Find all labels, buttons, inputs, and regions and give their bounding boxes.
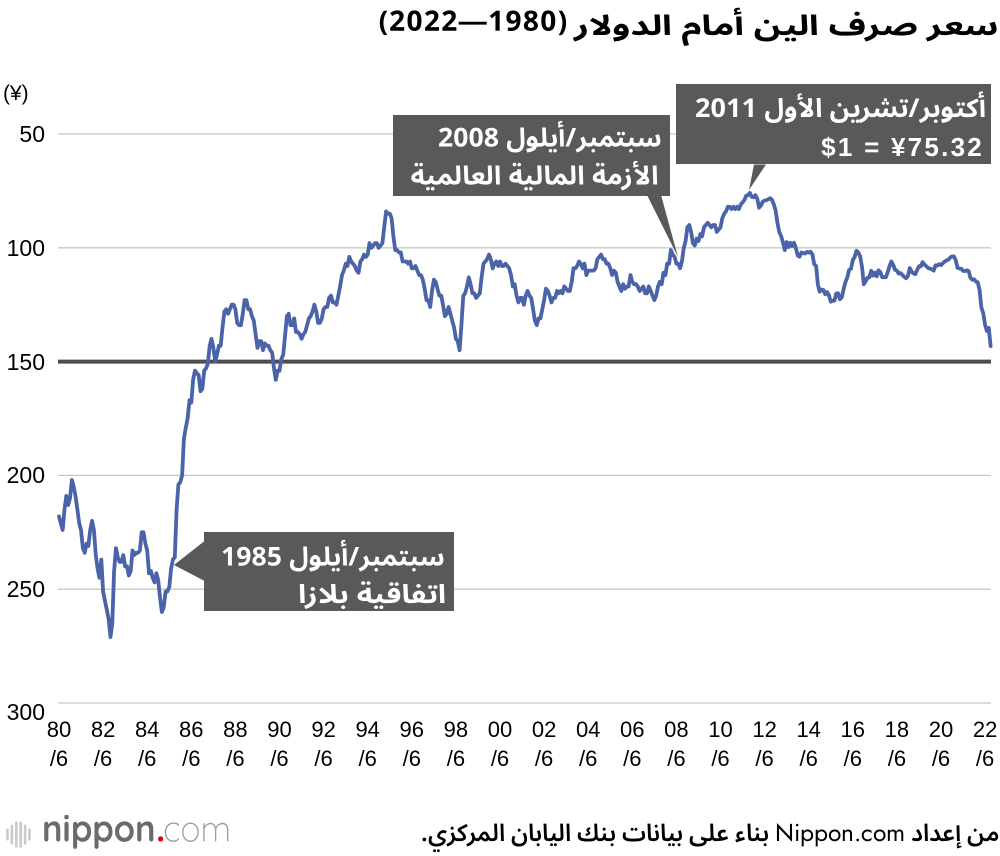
y-axis-label-300: 300: [6, 699, 45, 725]
x-axis-label-12: 12/6: [752, 717, 777, 771]
annotation-financial-crisis: [393, 115, 678, 257]
nippon-logo-icon: [6, 821, 31, 848]
x-axis-label-18: 18/6: [884, 717, 910, 771]
annotation-financial-crisis-pointer: [647, 195, 678, 257]
exchange-rate-line: [57, 190, 993, 639]
chart-title-visual: [379, 7, 997, 46]
x-axis-label-96: 96/6: [399, 717, 425, 771]
x-axis-label-04: 04/6: [575, 717, 601, 771]
x-axis-label-98: 98/6: [443, 717, 469, 771]
x-axis-label-82: 82/6: [90, 717, 116, 771]
x-axis-label-88: 88/6: [223, 717, 248, 771]
y-axis-label-50: 50: [19, 121, 45, 147]
x-axis-label-90: 90/6: [267, 717, 292, 771]
y-axis-label-200: 200: [6, 462, 45, 489]
y-axis-unit-label: (¥): [3, 82, 29, 105]
x-axis-label-14: 14/6: [796, 717, 821, 771]
y-axis-label-150: 150: [6, 348, 45, 375]
annotation-record-high-value: $1 = ¥75.32: [821, 132, 984, 162]
x-axis-label-16: 16/6: [840, 717, 866, 771]
gridlines: [58, 133, 991, 704]
footer-credit-visual: [422, 823, 999, 853]
x-axis-label-10: 10/6: [708, 717, 733, 771]
y-axis-label-250: 250: [6, 576, 45, 603]
x-axis-label-80: 80/6: [46, 717, 72, 771]
annotation-plaza-accord: [174, 532, 454, 611]
x-axis-label-22: 22/6: [972, 717, 998, 771]
annotation-record-high: [676, 84, 991, 190]
x-axis-label-08: 08/6: [664, 717, 689, 771]
y-axis-label-100: 100: [6, 234, 45, 261]
x-axis-label-86: 86/6: [179, 717, 204, 771]
nippon-logo: [6, 814, 229, 849]
x-axis-label-92: 92/6: [311, 717, 336, 771]
x-axis-label-20: 20/6: [928, 717, 954, 771]
annotation-plaza-accord-pointer: [174, 541, 205, 581]
annotation-record-high-pointer: [749, 164, 766, 190]
nippon-logo-wordmark: [44, 814, 229, 849]
x-axis-label-06: 06/6: [620, 717, 645, 771]
x-axis-label-84: 84/6: [134, 717, 160, 771]
x-axis-label-94: 94/6: [355, 717, 380, 771]
x-axis-label-02: 02/6: [531, 717, 557, 771]
x-axis-label-00: 00/6: [487, 717, 513, 771]
annotation-record-high-box: [676, 84, 991, 164]
